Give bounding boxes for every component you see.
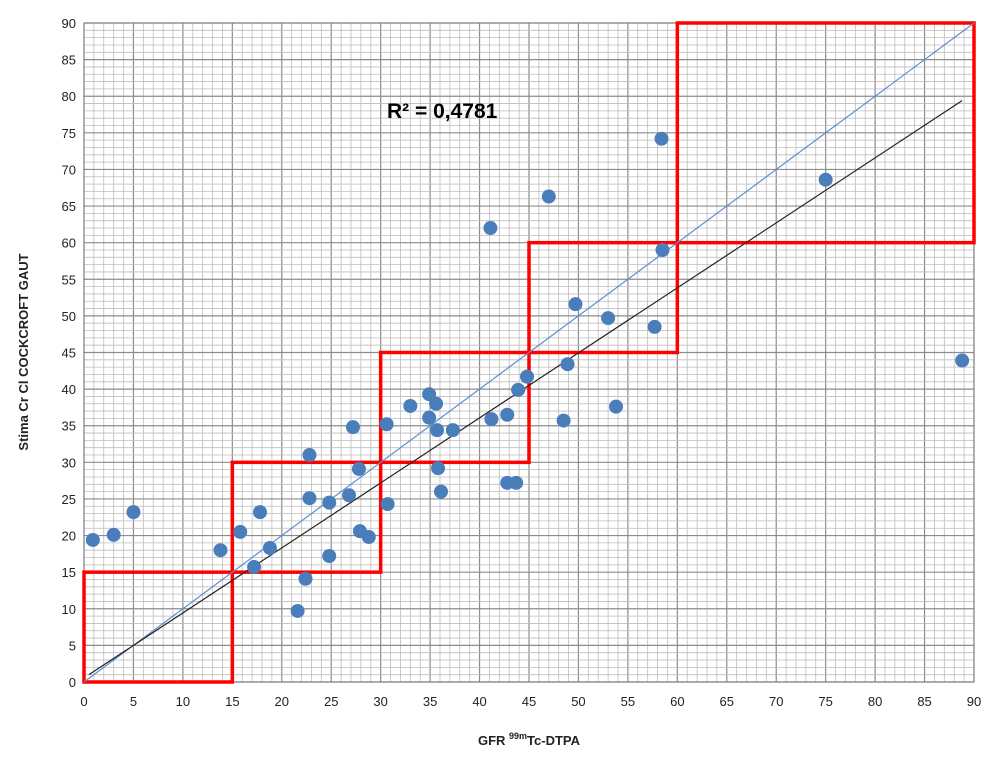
data-point [351, 461, 366, 476]
x-tick-label: 0 [80, 694, 87, 709]
data-point [647, 319, 662, 334]
r-squared-annotation: R² = 0,4781 [387, 100, 498, 123]
data-point [431, 461, 446, 476]
y-tick-label: 55 [62, 272, 76, 287]
x-tick-label: 75 [818, 694, 832, 709]
red-box [378, 350, 531, 465]
y-tick-label: 25 [62, 492, 76, 507]
y-tick-label: 30 [62, 455, 76, 470]
data-point [342, 488, 357, 503]
data-point [500, 407, 515, 422]
data-point [290, 603, 305, 618]
data-point [568, 297, 583, 312]
x-tick-label: 35 [423, 694, 437, 709]
data-point [213, 543, 228, 558]
data-point [253, 505, 268, 520]
data-point [609, 399, 624, 414]
y-tick-label: 5 [69, 638, 76, 653]
data-point [126, 505, 141, 520]
y-tick-labels: 0 5 10 15 20 25 30 35 40 45 50 55 60 65 70 75 80 85 90 [62, 16, 76, 690]
data-point [298, 571, 313, 586]
y-tick-label: 0 [69, 675, 76, 690]
x-tick-label: 65 [720, 694, 734, 709]
data-point [654, 131, 669, 146]
data-point [429, 396, 444, 411]
x-tick-label: 40 [472, 694, 486, 709]
x-tick-label: 25 [324, 694, 338, 709]
y-tick-label: 45 [62, 346, 76, 361]
data-point [85, 532, 100, 547]
data-point [380, 497, 395, 512]
data-point [345, 420, 360, 435]
data-point [302, 491, 317, 506]
data-point [433, 484, 448, 499]
data-point [445, 423, 460, 438]
y-tick-label: 60 [62, 236, 76, 251]
data-point [509, 475, 524, 490]
x-tick-label: 45 [522, 694, 536, 709]
x-tick-label: 15 [225, 694, 239, 709]
data-point [106, 527, 121, 542]
plot-border [83, 22, 975, 683]
data-point [520, 369, 535, 384]
data-point [247, 560, 262, 575]
data-point [302, 448, 317, 463]
y-tick-label: 35 [62, 419, 76, 434]
data-point [955, 353, 970, 368]
red-box [82, 570, 235, 684]
data-point [403, 398, 418, 413]
x-axis-label: GFR 99mTc-DTPA [478, 731, 581, 748]
data-point [430, 423, 445, 438]
y-tick-label: 20 [62, 529, 76, 544]
x-tick-label: 30 [373, 694, 387, 709]
data-point [601, 311, 616, 326]
y-tick-label: 15 [62, 565, 76, 580]
data-point [484, 412, 499, 427]
y-tick-label: 80 [62, 89, 76, 104]
data-point [560, 357, 575, 372]
y-tick-label: 90 [62, 16, 76, 31]
data-point [541, 189, 556, 204]
data-point [262, 541, 277, 556]
regression-line [88, 100, 963, 676]
data-point [379, 417, 394, 432]
x-tick-labels: 0 5 10 15 20 25 30 35 40 45 50 55 60 65 70 75 80 85 90 [80, 694, 981, 709]
y-tick-label: 50 [62, 309, 76, 324]
x-tick-label: 50 [571, 694, 585, 709]
data-point [233, 524, 248, 539]
x-tick-label: 20 [275, 694, 289, 709]
x-tick-label: 80 [868, 694, 882, 709]
data-point [422, 410, 437, 425]
x-tick-label: 85 [917, 694, 931, 709]
data-points [85, 131, 970, 618]
red-box [675, 21, 976, 245]
x-tick-label: 60 [670, 694, 684, 709]
data-point [556, 413, 571, 428]
y-tick-label: 10 [62, 602, 76, 617]
x-tick-label: 90 [967, 694, 981, 709]
data-point [511, 382, 526, 397]
x-tick-label: 55 [621, 694, 635, 709]
red-box [527, 240, 680, 355]
x-tick-label: 5 [130, 694, 137, 709]
data-point [361, 530, 376, 545]
data-point [818, 172, 833, 187]
identity-line [83, 22, 975, 683]
y-tick-label: 65 [62, 199, 76, 214]
y-tick-label: 75 [62, 126, 76, 141]
data-point [483, 221, 498, 236]
y-tick-label: 85 [62, 53, 76, 68]
y-tick-label: 70 [62, 162, 76, 177]
y-axis-label: Stima Cr Cl COCKCROFT GAUT [16, 253, 31, 450]
y-tick-label: 40 [62, 382, 76, 397]
x-tick-label: 10 [176, 694, 190, 709]
data-point [655, 242, 670, 257]
data-point [322, 495, 337, 510]
x-tick-label: 70 [769, 694, 783, 709]
data-point [322, 549, 337, 564]
trend-lines [83, 22, 975, 683]
